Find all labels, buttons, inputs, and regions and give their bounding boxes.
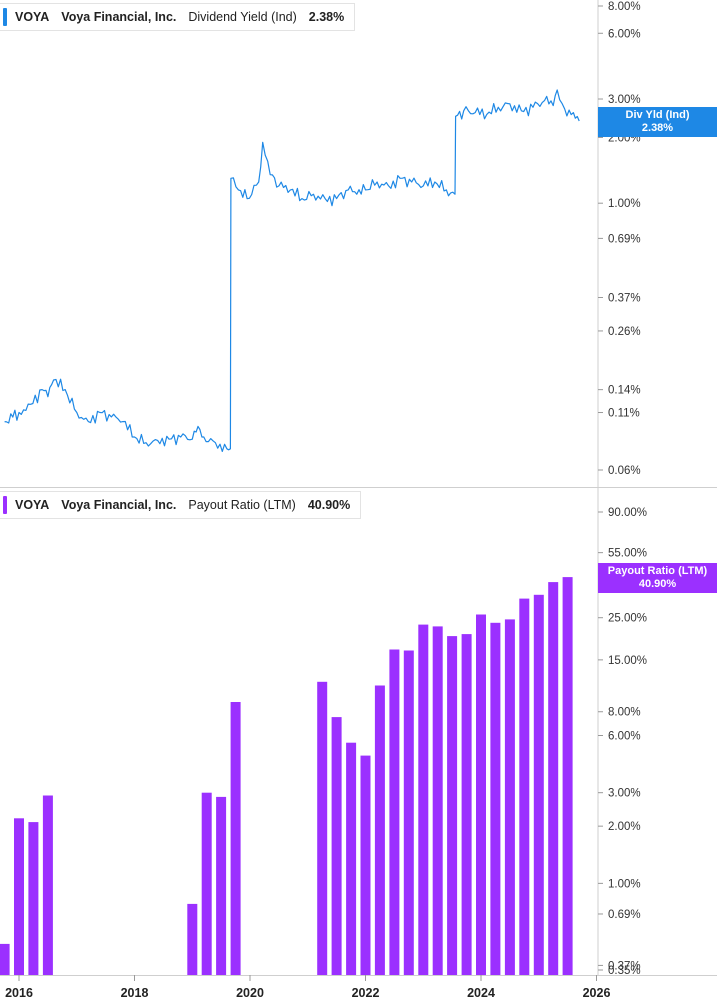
payout-bar-23 [519, 598, 530, 975]
y-tick-label: 0.14% [608, 385, 641, 397]
yield-legend-ticker: VOYA [15, 10, 50, 24]
y-tick-label: 0.35% [608, 965, 641, 977]
payout-bar-1 [0, 943, 10, 975]
payout-bar-22 [504, 619, 515, 975]
y-tick-label: 90.00% [608, 507, 647, 519]
payout-bar-15 [403, 650, 414, 975]
x-tick-label: 2024 [467, 986, 495, 1000]
payout-bar-16 [418, 624, 429, 975]
payout-value-flag: Payout Ratio (LTM) 40.90% [598, 563, 717, 593]
payout-bar-3 [28, 822, 39, 975]
payout-legend-company: Voya Financial, Inc. [61, 498, 177, 512]
y-tick-label: 0.11% [608, 408, 640, 420]
payout-legend-value: 40.90% [307, 498, 351, 512]
payout-bar-10 [331, 717, 342, 975]
payout-bar-6 [201, 792, 212, 975]
payout-legend: VOYA Voya Financial, Inc. Payout Ratio (… [0, 491, 362, 519]
yield-flag-label: Div Yld (Ind) [625, 109, 690, 121]
payout-legend-swatch [3, 496, 7, 514]
payout-bar-14 [389, 649, 400, 975]
payout-bar-11 [346, 742, 357, 975]
payout-bar-18 [447, 636, 458, 975]
x-tick-label: 2026 [583, 986, 611, 1000]
payout-bar-13 [374, 685, 385, 975]
y-tick-label: 0.37% [608, 292, 641, 304]
y-tick-label: 2.00% [608, 821, 641, 833]
yield-flag-value: 2.38% [641, 122, 674, 134]
yield-legend: VOYA Voya Financial, Inc. Dividend Yield… [0, 3, 356, 31]
payout-bar-7 [216, 796, 227, 975]
yield-legend-metric: Dividend Yield (Ind) [188, 10, 297, 24]
y-tick-label: 15.00% [608, 655, 647, 667]
y-tick-label: 8.00% [608, 1, 641, 13]
yield-legend-company: Voya Financial, Inc. [61, 10, 177, 24]
y-tick-label: 6.00% [608, 730, 641, 742]
payout-bar-24 [533, 594, 544, 975]
dividend-yield-line [4, 89, 580, 452]
y-tick-label: 0.69% [608, 233, 641, 245]
payout-bar-9 [317, 681, 328, 975]
x-tick-label: 2020 [236, 986, 264, 1000]
payout-bar-17 [432, 626, 443, 975]
x-tick-label: 2018 [121, 986, 149, 1000]
payout-legend-metric: Payout Ratio (LTM) [188, 498, 296, 512]
payout-legend-ticker: VOYA [15, 498, 50, 512]
yield-legend-swatch [3, 8, 7, 26]
y-tick-label: 6.00% [608, 28, 641, 40]
payout-flag-label: Payout Ratio (LTM) [607, 565, 708, 577]
payout-bar-21 [490, 622, 501, 975]
payout-bar-20 [476, 614, 486, 975]
x-tick-label: 2016 [5, 986, 33, 1000]
y-tick-label: 8.00% [608, 707, 641, 719]
payout-bar-19 [461, 634, 472, 975]
y-tick-label: 1.00% [608, 198, 641, 210]
y-tick-label: 0.06% [608, 465, 641, 477]
payout-bar-12 [360, 755, 371, 975]
yield-legend-value: 2.38% [308, 10, 345, 24]
payout-bar-5 [187, 903, 198, 975]
y-tick-label: 3.00% [608, 788, 641, 800]
payout-bar-26 [562, 577, 573, 975]
payout-bar-2 [14, 818, 24, 975]
payout-bar-8 [230, 702, 241, 975]
x-tick-label: 2022 [352, 986, 380, 1000]
y-tick-label: 55.00% [608, 548, 647, 560]
payout-bar-25 [548, 582, 559, 975]
y-tick-label: 0.26% [608, 326, 641, 338]
yield-value-flag: Div Yld (Ind) 2.38% [598, 107, 717, 137]
y-tick-label: 0.37% [608, 960, 641, 972]
payout-flag-value: 40.90% [638, 578, 677, 590]
payout-bar-4 [42, 795, 53, 975]
y-tick-label: 0.69% [608, 909, 641, 921]
y-tick-label: 1.00% [608, 878, 641, 890]
y-tick-label: 25.00% [608, 613, 647, 625]
y-tick-label: 3.00% [608, 94, 641, 106]
